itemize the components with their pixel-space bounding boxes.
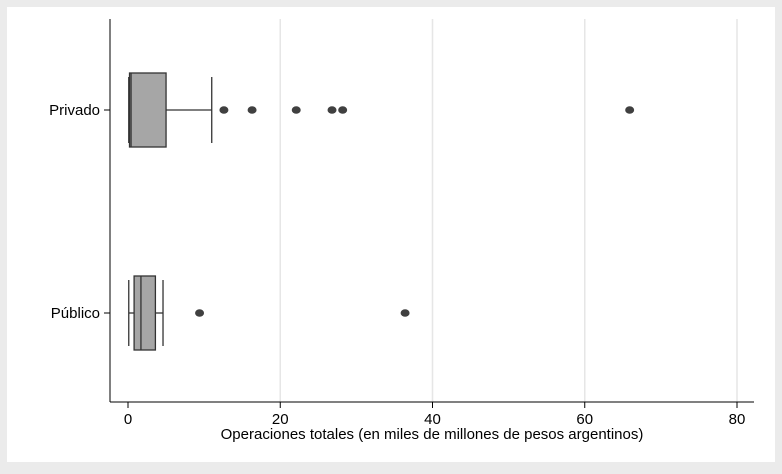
x-axis-label: Operaciones totales (en miles de millone… bbox=[221, 426, 644, 443]
outlier-point bbox=[291, 106, 301, 114]
outlier-point bbox=[247, 106, 257, 114]
x-tick-label: 20 bbox=[272, 411, 289, 428]
outlier-point bbox=[219, 106, 229, 114]
outlier-point bbox=[338, 106, 348, 114]
boxes bbox=[128, 72, 635, 351]
outlier-point bbox=[327, 106, 337, 114]
box bbox=[128, 72, 167, 148]
y-axis-ticks: Privado Público bbox=[49, 102, 110, 322]
outlier-point bbox=[195, 309, 205, 317]
x-tick-label: 40 bbox=[424, 411, 441, 428]
x-tick-label: 60 bbox=[576, 411, 593, 428]
y-tick-label: Privado bbox=[49, 102, 100, 119]
grid-lines bbox=[279, 19, 738, 402]
box bbox=[133, 275, 157, 351]
outlier-point bbox=[625, 106, 635, 114]
box-group bbox=[128, 275, 410, 351]
y-tick-label: Público bbox=[51, 305, 100, 322]
outlier-point bbox=[400, 309, 410, 317]
x-tick-label: 80 bbox=[729, 411, 746, 428]
x-tick-label: 0 bbox=[124, 411, 132, 428]
box-group bbox=[128, 72, 635, 148]
x-axis-ticks: 0 20 40 60 80 bbox=[124, 402, 746, 428]
